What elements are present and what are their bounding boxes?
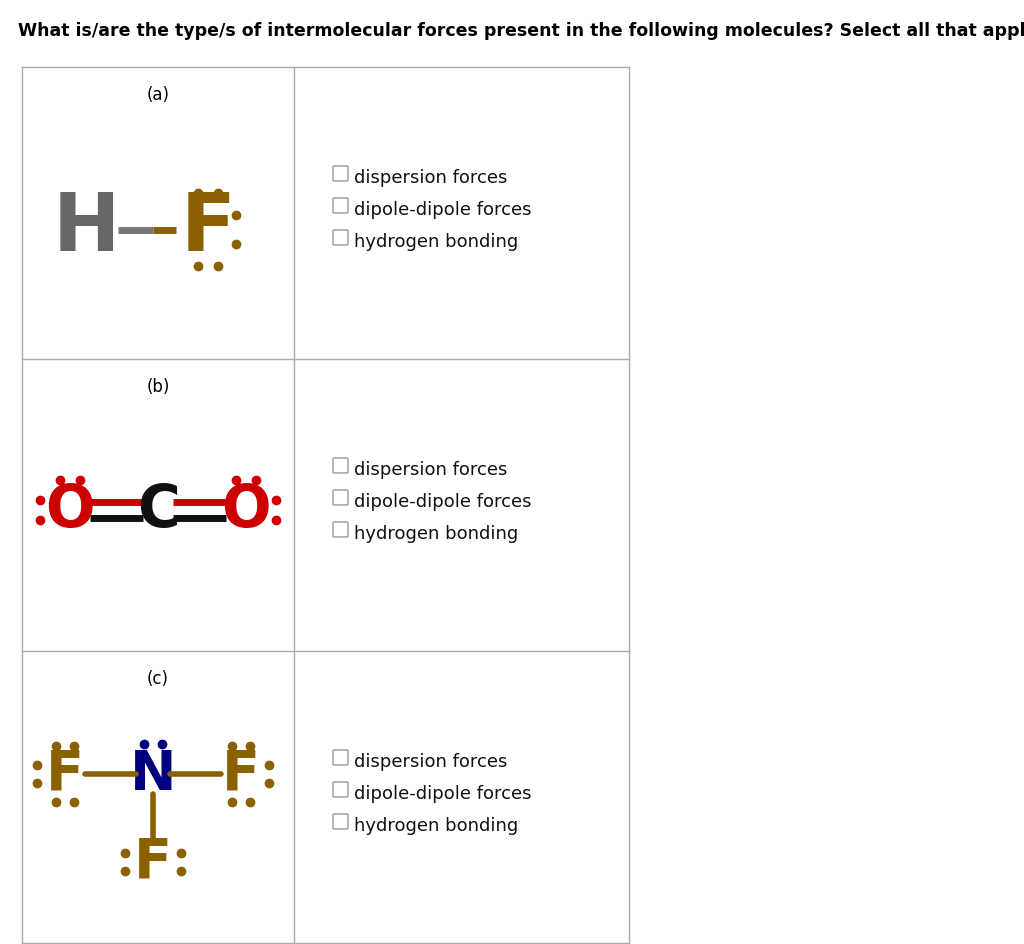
Text: dispersion forces: dispersion forces	[354, 461, 507, 479]
Text: hydrogen bonding: hydrogen bonding	[354, 817, 518, 834]
Text: F: F	[46, 747, 84, 801]
FancyBboxPatch shape	[333, 783, 348, 797]
Text: O: O	[221, 482, 270, 539]
Text: dispersion forces: dispersion forces	[354, 752, 507, 770]
FancyBboxPatch shape	[333, 199, 348, 213]
FancyBboxPatch shape	[333, 750, 348, 766]
FancyBboxPatch shape	[333, 522, 348, 537]
Text: H: H	[52, 190, 120, 268]
FancyBboxPatch shape	[333, 230, 348, 245]
Text: What is/are the type/s of intermolecular forces present in the following molecul: What is/are the type/s of intermolecular…	[18, 22, 1024, 40]
Text: (c): (c)	[147, 669, 169, 687]
Text: dipole-dipole forces: dipole-dipole forces	[354, 784, 531, 802]
Text: (b): (b)	[146, 378, 170, 396]
FancyBboxPatch shape	[333, 459, 348, 474]
Text: F: F	[222, 747, 260, 801]
Text: dipole-dipole forces: dipole-dipole forces	[354, 201, 531, 219]
Text: hydrogen bonding: hydrogen bonding	[354, 525, 518, 543]
FancyBboxPatch shape	[333, 167, 348, 182]
Text: (a): (a)	[146, 86, 170, 104]
Text: O: O	[45, 482, 95, 539]
Text: dispersion forces: dispersion forces	[354, 169, 507, 187]
FancyBboxPatch shape	[333, 814, 348, 829]
Text: dipole-dipole forces: dipole-dipole forces	[354, 493, 531, 511]
Text: F: F	[180, 190, 236, 268]
Text: N: N	[130, 747, 176, 801]
Text: hydrogen bonding: hydrogen bonding	[354, 233, 518, 251]
Text: C: C	[136, 482, 179, 539]
FancyBboxPatch shape	[333, 491, 348, 505]
Text: F: F	[134, 834, 172, 888]
